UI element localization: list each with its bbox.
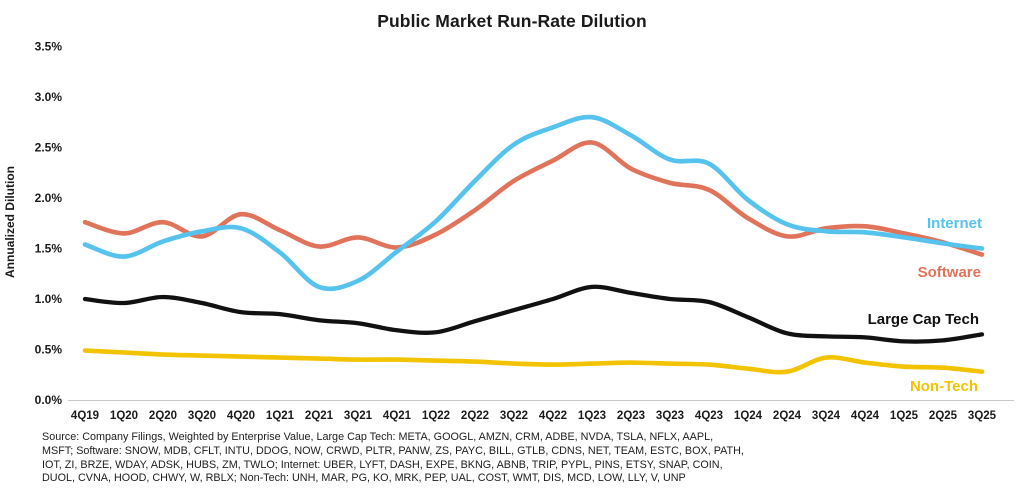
- x-tick-label: 4Q24: [851, 410, 880, 422]
- series-line-internet: [82, 114, 985, 292]
- x-tick-label: 2Q20: [149, 410, 177, 422]
- chart-title: Public Market Run-Rate Dilution: [377, 11, 647, 31]
- x-tick-label: 3Q22: [500, 410, 528, 422]
- y-tick-label: 2.0%: [35, 191, 63, 205]
- x-tick-label: 3Q23: [656, 410, 684, 422]
- source-line: Source: Company Filings, Weighted by Ent…: [42, 431, 714, 443]
- y-tick-label: 0.5%: [35, 343, 63, 357]
- source-line: MSFT; Software: SNOW, MDB, CFLT, INTU, D…: [42, 444, 744, 457]
- source-line: IOT, ZI, BRZE, WDAY, ADSK, HUBS, ZM, TWL…: [42, 458, 723, 471]
- x-tick-label: 3Q25: [968, 410, 997, 422]
- x-tick-label: 1Q22: [422, 410, 450, 422]
- x-tick-label: 4Q22: [539, 410, 567, 422]
- y-tick-label: 3.0%: [35, 90, 63, 104]
- y-tick-label: 1.5%: [35, 242, 63, 256]
- x-tick-label: 1Q24: [734, 410, 763, 422]
- x-tick-label: 4Q20: [227, 410, 255, 422]
- series-label-non-tech: Non-Tech: [910, 378, 978, 395]
- x-tick-label: 1Q20: [110, 410, 138, 422]
- series-line-software: [82, 140, 985, 257]
- series-label-internet: Internet: [927, 215, 982, 232]
- source-note: Source: Company Filings, Weighted by Ent…: [42, 431, 744, 486]
- x-tick-label: 4Q21: [383, 410, 412, 422]
- x-tick-label: 2Q24: [773, 410, 802, 422]
- x-tick-label: 3Q20: [188, 410, 216, 422]
- source-line: DUOL, CVNA, HOOD, CHWY, W, RBLX; Non-Tec…: [42, 472, 686, 485]
- y-tick-label: 1.0%: [35, 292, 63, 306]
- y-tick-label: 3.5%: [35, 40, 63, 54]
- y-tick-label: 0.0%: [35, 393, 63, 407]
- series-label-large-cap-tech: Large Cap Tech: [868, 311, 979, 328]
- x-tick-label: 2Q22: [461, 410, 489, 422]
- series-line-large-cap-tech: [82, 284, 985, 344]
- y-axis-title: Annualized Dilution: [3, 166, 17, 278]
- x-tick-label: 1Q25: [890, 410, 919, 422]
- x-tick-label: 2Q23: [617, 410, 645, 422]
- series-line-non-tech: [82, 348, 985, 375]
- x-tick-label: 1Q23: [578, 410, 606, 422]
- x-tick-label: 2Q21: [305, 410, 334, 422]
- y-tick-label: 2.5%: [35, 141, 63, 155]
- x-tick-label: 3Q21: [344, 410, 373, 422]
- x-tick-label: 4Q19: [71, 410, 99, 422]
- x-tick-label: 4Q23: [695, 410, 723, 422]
- series-label-software: Software: [918, 264, 981, 281]
- x-tick-label: 2Q25: [929, 410, 958, 422]
- chart-svg: 3.5% 3.0% 2.5% 2.0% 1.5% 1.0% 0.5% 0.0% Annualiz…: [3, 40, 1014, 422]
- x-tick-label: 1Q21: [266, 410, 295, 422]
- x-tick-label: 3Q24: [812, 410, 841, 422]
